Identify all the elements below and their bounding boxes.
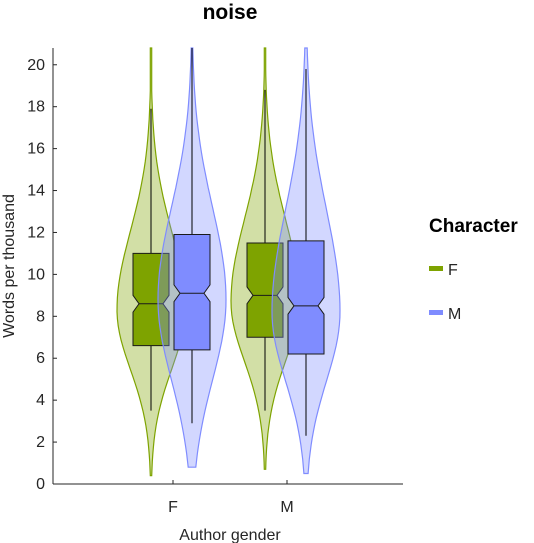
legend-swatch-F (429, 266, 443, 271)
y-tick-label: 16 (27, 141, 45, 158)
legend: Character F M (429, 216, 518, 323)
y-tick-label: 14 (27, 183, 45, 200)
y-axis-title: Words per thousand (1, 194, 18, 338)
legend-swatch-M (429, 310, 443, 315)
box-F-F (132, 252, 170, 347)
y-tick-label: 10 (27, 266, 45, 283)
violin-group-M-M (271, 47, 341, 475)
x-axis-title: Author gender (179, 527, 281, 543)
y-tick-label: 8 (36, 308, 45, 325)
chart-title: noise (203, 1, 258, 24)
y-tick-label: 4 (36, 392, 45, 409)
box-M-F (173, 234, 211, 351)
box-F-M (246, 242, 284, 338)
y-tick-label: 18 (27, 99, 45, 116)
y-tick-label: 0 (36, 476, 45, 493)
box-M-M (287, 240, 325, 355)
y-tick-label: 6 (36, 350, 45, 367)
y-tick-label: 20 (27, 57, 45, 74)
y-tick-label: 2 (36, 434, 45, 451)
legend-title: Character (429, 216, 518, 237)
y-tick-label: 12 (27, 224, 45, 241)
violin-group-M-F (157, 47, 227, 468)
x-tick-label: M (280, 499, 293, 516)
x-tick-label: F (168, 499, 178, 516)
legend-label-F: F (448, 262, 458, 279)
legend-label-M: M (448, 306, 461, 323)
violin-group-F-M (230, 47, 300, 470)
